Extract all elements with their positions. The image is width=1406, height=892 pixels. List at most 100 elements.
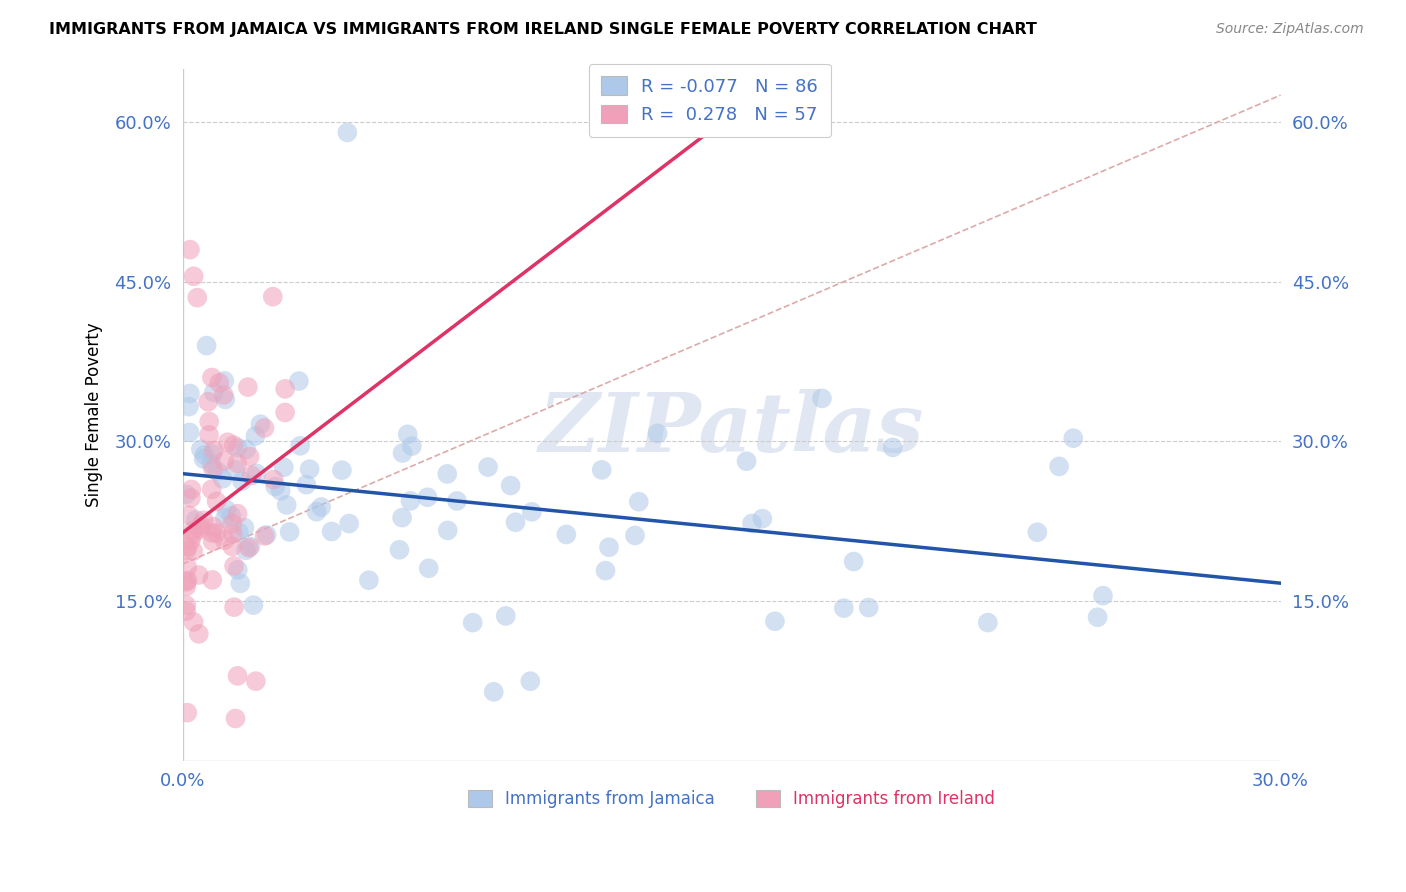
Point: [842, 555, 865, 569]
Point: [201, 483, 224, 497]
Point: [187, 627, 209, 641]
Point: [249, 417, 271, 431]
Point: [295, 477, 318, 491]
Point: [1026, 525, 1049, 540]
Point: [176, 579, 198, 593]
Point: [181, 544, 204, 558]
Point: [201, 370, 224, 384]
Point: [238, 541, 260, 555]
Point: [763, 615, 786, 629]
Point: [221, 527, 243, 541]
Point: [217, 435, 239, 450]
Point: [735, 454, 758, 468]
Point: [176, 543, 198, 558]
Point: [229, 576, 252, 591]
Point: [235, 543, 257, 558]
Point: [391, 446, 413, 460]
Point: [751, 511, 773, 525]
Point: [461, 615, 484, 630]
Point: [212, 388, 235, 402]
Point: [215, 503, 238, 517]
Point: [858, 600, 880, 615]
Point: [305, 505, 328, 519]
Point: [214, 533, 236, 547]
Point: [235, 442, 257, 457]
Point: [591, 463, 613, 477]
Point: [270, 483, 292, 498]
Point: [505, 515, 527, 529]
Point: [520, 505, 543, 519]
Point: [477, 460, 499, 475]
Point: [194, 448, 217, 462]
Point: [391, 510, 413, 524]
Point: [519, 674, 541, 689]
Point: [226, 563, 249, 577]
Point: [263, 473, 285, 487]
Point: [396, 427, 419, 442]
Point: [598, 541, 620, 555]
Point: [186, 291, 208, 305]
Point: [202, 385, 225, 400]
Point: [214, 511, 236, 525]
Point: [482, 685, 505, 699]
Point: [208, 376, 231, 390]
Point: [176, 487, 198, 501]
Point: [224, 463, 246, 477]
Point: [176, 598, 198, 612]
Point: [214, 374, 236, 388]
Point: [176, 604, 198, 618]
Point: [399, 494, 422, 508]
Point: [1062, 431, 1084, 445]
Point: [239, 450, 262, 464]
Point: [226, 507, 249, 521]
Point: [288, 374, 311, 388]
Point: [555, 527, 578, 541]
Point: [401, 439, 423, 453]
Point: [176, 574, 198, 588]
Point: [262, 290, 284, 304]
Point: [245, 674, 267, 689]
Point: [1047, 459, 1070, 474]
Point: [274, 405, 297, 419]
Point: [222, 558, 245, 573]
Point: [201, 534, 224, 549]
Point: [176, 574, 198, 589]
Point: [201, 525, 224, 540]
Point: [240, 468, 263, 483]
Point: [357, 573, 380, 587]
Point: [337, 516, 360, 531]
Point: [290, 439, 312, 453]
Point: [181, 524, 204, 538]
Point: [222, 438, 245, 452]
Point: [882, 441, 904, 455]
Point: [176, 560, 198, 574]
Point: [183, 615, 205, 629]
Point: [273, 460, 295, 475]
Point: [811, 392, 834, 406]
Point: [183, 527, 205, 541]
Text: Source: ZipAtlas.com: Source: ZipAtlas.com: [1216, 22, 1364, 37]
Point: [180, 491, 202, 505]
Point: [226, 669, 249, 683]
Point: [741, 516, 763, 531]
Point: [274, 382, 297, 396]
Point: [179, 386, 201, 401]
Point: [177, 508, 200, 523]
Point: [233, 520, 256, 534]
Point: [190, 518, 212, 533]
Point: [205, 526, 228, 541]
Point: [1087, 610, 1109, 624]
Point: [336, 125, 359, 139]
Point: [245, 429, 267, 443]
Point: [179, 425, 201, 440]
Legend: Immigrants from Jamaica, Immigrants from Ireland: Immigrants from Jamaica, Immigrants from…: [461, 783, 1001, 815]
Point: [201, 447, 224, 461]
Point: [436, 524, 458, 538]
Point: [231, 474, 253, 488]
Point: [221, 516, 243, 531]
Point: [205, 464, 228, 478]
Point: [253, 529, 276, 543]
Point: [195, 338, 218, 352]
Point: [214, 454, 236, 468]
Point: [256, 528, 278, 542]
